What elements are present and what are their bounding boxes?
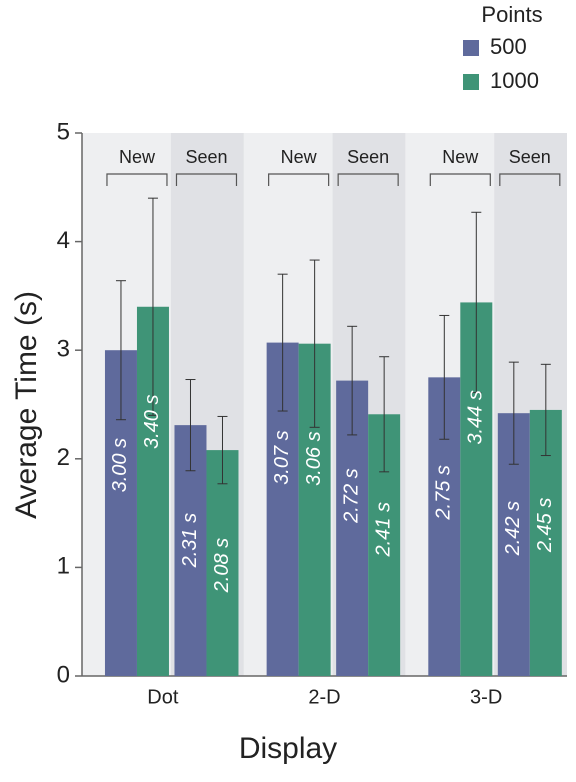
error-bar: [508, 361, 519, 465]
bracket: [175, 173, 238, 186]
x-tick-label: Dot: [147, 686, 179, 708]
error-bar: [540, 363, 551, 457]
subgroup-label: Seen: [509, 147, 551, 167]
y-tick-label: 1: [57, 553, 70, 580]
value-label: 2.31 s: [179, 513, 201, 568]
y-tick-label: 5: [57, 118, 70, 145]
error-bar: [309, 259, 320, 428]
bracket: [268, 173, 330, 186]
bar: [206, 450, 239, 676]
y-tick-label: 0: [57, 661, 70, 688]
legend-label: 500: [490, 34, 527, 59]
x-axis-label: Display: [239, 732, 337, 765]
bracket: [499, 173, 561, 186]
error-bar: [347, 325, 358, 436]
bracket: [337, 173, 399, 186]
error-bar: [217, 415, 228, 485]
value-label: 3.07 s: [271, 430, 293, 484]
error-bar: [439, 314, 450, 440]
bracket: [106, 173, 168, 186]
value-label: 3.40 s: [141, 395, 163, 449]
legend-title: Points: [481, 2, 542, 27]
value-label: 3.06 s: [303, 431, 325, 485]
error-bar: [115, 280, 126, 421]
value-label: 2.41 s: [372, 502, 394, 557]
y-tick-label: 2: [57, 444, 70, 471]
y-tick-label: 4: [57, 227, 70, 254]
bracket: [429, 173, 491, 186]
x-tick-label: 3-D: [470, 686, 502, 708]
value-label: 2.75 s: [433, 465, 455, 520]
legend-swatch: [463, 74, 479, 90]
y-axis-label: Average Time (s): [10, 291, 43, 519]
subgroup-label: New: [442, 147, 479, 167]
subgroup-label: Seen: [185, 147, 227, 167]
subgroup-label: New: [281, 147, 318, 167]
y-tick-label: 3: [57, 336, 70, 363]
error-bar: [147, 197, 158, 416]
value-label: 2.45 s: [534, 498, 556, 553]
value-label: 3.44 s: [465, 390, 487, 444]
value-label: 2.42 s: [502, 501, 524, 556]
subgroup-label: New: [119, 147, 156, 167]
value-label: 2.72 s: [340, 468, 362, 523]
error-bar: [185, 379, 196, 472]
legend-label: 1000: [490, 68, 539, 93]
error-bar: [277, 273, 288, 412]
error-bar: [471, 211, 482, 394]
legend-swatch: [463, 40, 479, 56]
value-label: 2.08 s: [211, 538, 233, 593]
value-label: 3.00 s: [109, 438, 131, 492]
error-bar: [379, 356, 390, 473]
x-tick-label: 2-D: [308, 686, 340, 708]
subgroup-label: Seen: [347, 147, 389, 167]
